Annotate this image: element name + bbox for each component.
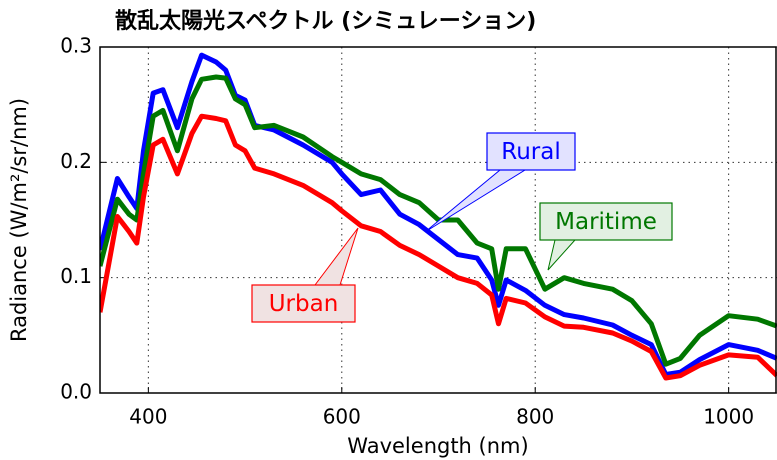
x-tick-label: 1000 xyxy=(703,405,754,429)
y-axis-label: Radiance (W/m²/sr/nm) xyxy=(7,98,31,342)
callout-pointer xyxy=(424,169,527,233)
x-tick-label: 800 xyxy=(516,405,554,429)
chart-title: 散乱太陽光スペクトル (シミュレーション) xyxy=(115,9,536,34)
x-tick-label: 600 xyxy=(323,405,361,429)
y-tick-label: 0.3 xyxy=(60,34,92,58)
y-tick-label: 0.1 xyxy=(60,264,92,288)
legend-label: Rural xyxy=(501,139,560,165)
y-tick-label: 0.0 xyxy=(60,380,92,404)
legend-box xyxy=(539,202,673,241)
legend-box xyxy=(486,132,576,171)
series-line xyxy=(100,113,777,381)
series-line xyxy=(100,74,777,367)
y-tick-label: 0.2 xyxy=(60,149,92,173)
callout-pointer xyxy=(547,239,577,271)
plot-frame xyxy=(99,46,777,394)
plot-lines xyxy=(100,52,777,381)
callout-pointer xyxy=(313,227,359,286)
x-tick-label: 400 xyxy=(129,405,167,429)
legend-label: Urban xyxy=(269,291,339,317)
series-line xyxy=(100,52,777,377)
legend-box xyxy=(251,284,356,323)
legend-label: Maritime xyxy=(555,209,657,235)
x-axis-label: Wavelength (nm) xyxy=(347,434,528,458)
